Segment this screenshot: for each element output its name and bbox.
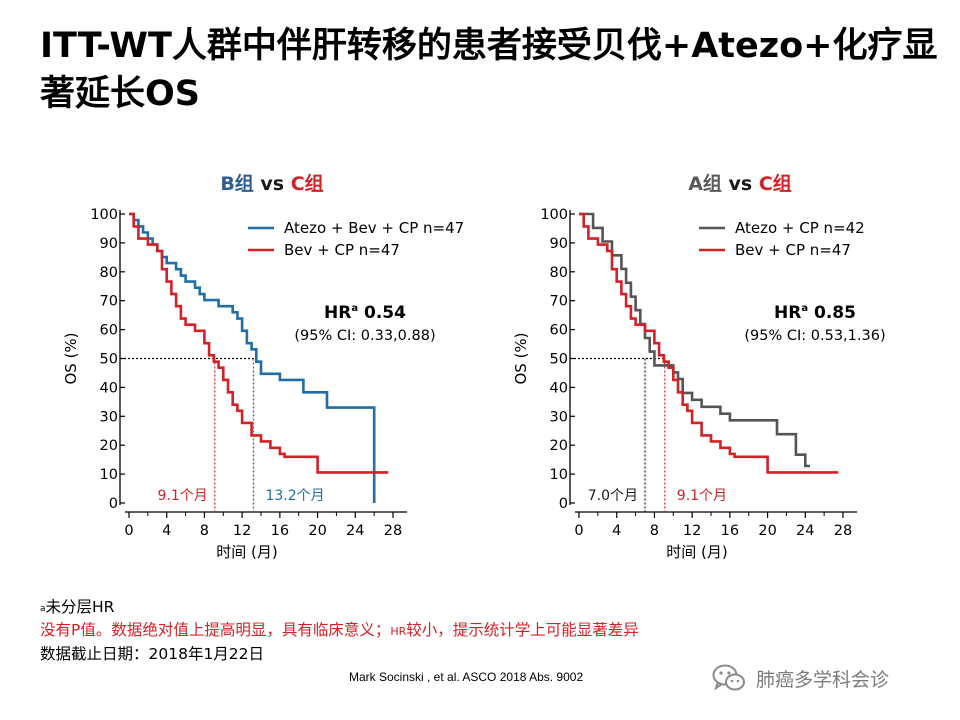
y-tick-label: 40 xyxy=(100,380,118,396)
y-axis-label: OS (%) xyxy=(512,332,530,384)
x-tick-label: 24 xyxy=(796,523,814,539)
x-axis-label: 时间 (月) xyxy=(216,543,277,561)
x-tick-label: 0 xyxy=(124,523,133,539)
footnote-a: a未分层HR xyxy=(40,596,639,619)
km-curve-1 xyxy=(129,212,389,474)
km-curve-1 xyxy=(579,212,839,474)
hazard-ratio-superscript: a xyxy=(351,303,358,314)
x-tick-label: 16 xyxy=(721,523,739,539)
hazard-ratio-superscript: a xyxy=(801,303,808,314)
median-label: 9.1个月 xyxy=(677,488,727,504)
y-tick-label: 10 xyxy=(100,467,118,483)
y-tick-label: 90 xyxy=(100,236,118,252)
chart-title-part-2: C组 xyxy=(759,172,792,195)
x-tick-label: 20 xyxy=(758,523,776,539)
hazard-ratio-label: HR xyxy=(324,303,351,323)
x-tick-label: 28 xyxy=(834,523,852,539)
y-tick-label: 20 xyxy=(550,438,568,454)
y-tick-label: 40 xyxy=(550,380,568,396)
y-tick-label: 30 xyxy=(100,409,118,425)
y-tick-label: 100 xyxy=(90,207,118,223)
footnote-red: 没有P值。数据绝对值上提高明显，具有临床意义；HR较小，提示统计学上可能显著差异 xyxy=(40,619,639,643)
citation: Mark Socinski , et al. ASCO 2018 Abs. 90… xyxy=(349,670,584,684)
y-tick-label: 80 xyxy=(550,265,568,281)
y-tick-label: 50 xyxy=(100,352,118,368)
y-tick-label: 70 xyxy=(550,294,568,310)
hazard-ratio: HRa 0.54 xyxy=(324,303,406,323)
watermark: 肺癌多学科会诊 xyxy=(712,660,889,696)
legend-label: Bev + CP n=47 xyxy=(284,241,400,259)
y-tick-label: 80 xyxy=(100,265,118,281)
footnote-red-part1: 没有P值。数据绝对值上提高明显，具有临床意义； xyxy=(40,621,391,639)
footnote-red-part2: 较小，提示统计学上可能显著差异 xyxy=(406,621,639,639)
km-curve-0 xyxy=(579,212,810,468)
wechat-icon xyxy=(712,664,745,691)
x-tick-label: 12 xyxy=(683,523,701,539)
y-tick-label: 20 xyxy=(100,438,118,454)
x-tick-label: 4 xyxy=(612,523,621,539)
x-tick-label: 4 xyxy=(162,523,171,539)
hazard-ratio-value: 0.54 xyxy=(358,303,406,323)
x-tick-label: 28 xyxy=(384,523,402,539)
x-tick-label: 24 xyxy=(346,523,364,539)
chart-title-part-0: B组 xyxy=(220,172,253,195)
chart-title: A组 vs C组 xyxy=(688,172,792,195)
hazard-ratio-label: HR xyxy=(774,303,801,323)
hazard-ratio: HRa 0.85 xyxy=(774,303,856,323)
km-chart-panel-1: A组 vs C组 0 10 20 30 40 50 60 70 80 90 100 0 4 8 12 16 20 2… xyxy=(512,172,886,561)
km-chart-panel-0: B组 vs C组 0 10 20 30 40 50 60 70 80 90 100 0 4 8 12 16 20 2… xyxy=(62,172,464,561)
chart-title-part-2: C组 xyxy=(291,172,324,195)
y-tick-label: 90 xyxy=(550,236,568,252)
y-tick-label: 70 xyxy=(100,294,118,310)
footnote-red-hr: HR xyxy=(390,625,407,638)
y-tick-label: 30 xyxy=(550,409,568,425)
page-title: ITT-WT人群中伴肝转移的患者接受贝伐+Atezo+化疗显著延长OS xyxy=(40,26,938,114)
legend-label: Atezo + CP n=42 xyxy=(735,219,865,237)
chart-title-part-0: A组 xyxy=(688,172,722,195)
median-label: 9.1个月 xyxy=(158,488,208,504)
x-tick-label: 12 xyxy=(233,523,251,539)
legend-label: Bev + CP n=47 xyxy=(735,241,851,259)
y-tick-label: 50 xyxy=(550,352,568,368)
x-tick-label: 8 xyxy=(650,523,659,539)
data-cutoff: 数据截止日期：2018年1月22日 xyxy=(40,645,265,663)
chart-title-part-1: vs xyxy=(254,173,291,195)
y-tick-label: 0 xyxy=(109,496,118,512)
y-tick-label: 10 xyxy=(550,467,568,483)
x-tick-label: 0 xyxy=(574,523,583,539)
km-curve-0 xyxy=(129,212,376,503)
chart-title-part-1: vs xyxy=(722,173,759,195)
y-tick-label: 60 xyxy=(100,323,118,339)
median-label: 7.0个月 xyxy=(588,488,638,504)
x-tick-label: 8 xyxy=(200,523,209,539)
footnote-a-text: 未分层HR xyxy=(45,598,115,616)
y-tick-label: 100 xyxy=(540,207,568,223)
footnotes: a未分层HR 没有P值。数据绝对值上提高明显，具有临床意义；HR较小，提示统计学… xyxy=(40,596,639,666)
y-axis-label: OS (%) xyxy=(62,332,80,384)
footnote-a-marker: a xyxy=(40,604,46,614)
x-tick-label: 16 xyxy=(271,523,289,539)
x-tick-label: 20 xyxy=(308,523,326,539)
y-tick-label: 0 xyxy=(559,496,568,512)
median-label: 13.2个月 xyxy=(265,488,324,504)
hazard-ratio-value: 0.85 xyxy=(808,303,856,323)
chart-title: B组 vs C组 xyxy=(220,172,323,195)
watermark-text: 肺癌多学科会诊 xyxy=(756,668,890,691)
legend-label: Atezo + Bev + CP n=47 xyxy=(284,219,464,237)
y-tick-label: 60 xyxy=(550,323,568,339)
confidence-interval: (95% CI: 0.33,0.88) xyxy=(294,328,435,344)
confidence-interval: (95% CI: 0.53,1.36) xyxy=(744,328,885,344)
x-axis-label: 时间 (月) xyxy=(666,543,727,561)
